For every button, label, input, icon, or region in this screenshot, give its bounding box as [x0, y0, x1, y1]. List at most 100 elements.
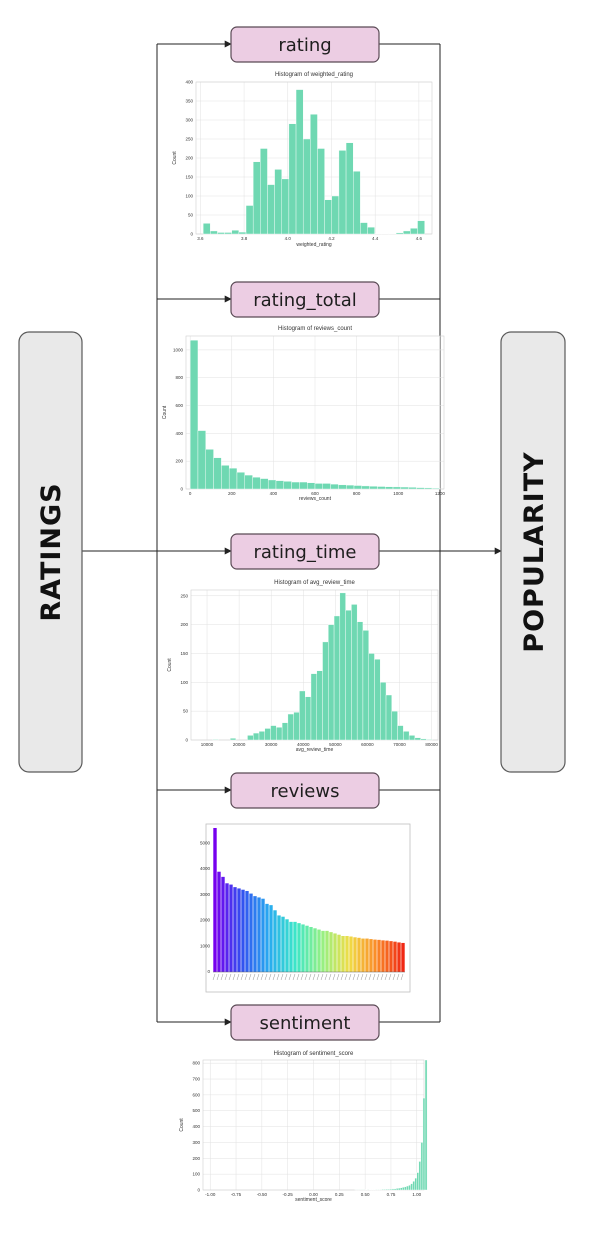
category-tick-label [232, 973, 236, 981]
category-tick-label [228, 973, 232, 981]
x-tick-label: 4.2 [328, 236, 335, 241]
category-tick-label [304, 973, 308, 981]
bar [361, 938, 365, 972]
histogram-bar [412, 1181, 415, 1191]
bar [237, 888, 241, 972]
histogram-bar [414, 737, 421, 741]
y-tick-label: 800 [175, 375, 183, 380]
node-sentiment-label: sentiment [260, 1013, 351, 1034]
histogram-bar [406, 1185, 409, 1191]
category-tick-label [292, 973, 296, 981]
x-tick-label: 0.25 [335, 1192, 344, 1197]
histogram-bar [275, 480, 284, 490]
node-rating-total-label: rating_total [253, 290, 356, 311]
histogram-bar [403, 230, 411, 235]
histogram-bar [400, 486, 409, 490]
histogram-bar [397, 725, 404, 741]
x-tick-label: 70000 [393, 742, 406, 747]
bar [241, 889, 245, 972]
y-tick-label: 800 [192, 1061, 200, 1066]
category-tick-label [372, 973, 376, 981]
x-tick-label: 3.8 [241, 236, 248, 241]
bar [325, 930, 329, 972]
bar [329, 932, 333, 972]
y-axis-label: Count [162, 405, 168, 419]
bar [225, 883, 229, 972]
histogram-bar [360, 222, 368, 235]
histogram-bar [377, 486, 386, 490]
x-tick-label: 1000 [393, 491, 404, 496]
node-rating-label: rating [278, 35, 331, 56]
bar [277, 915, 281, 972]
histogram-bar [400, 1187, 403, 1191]
y-tick-label: 250 [180, 593, 188, 598]
histogram-bar [317, 148, 325, 235]
category-tick-label [384, 973, 388, 981]
y-tick-label: 300 [185, 118, 193, 123]
y-tick-label: 600 [175, 403, 183, 408]
histogram-bar [307, 482, 316, 490]
x-tick-label: 10000 [201, 742, 214, 747]
y-tick-label: 400 [175, 431, 183, 436]
x-tick-label: -0.75 [231, 1192, 242, 1197]
histogram-bar [389, 1188, 393, 1191]
bar [381, 940, 385, 972]
x-tick-label: 60000 [361, 742, 374, 747]
x-tick-label: -0.25 [283, 1192, 294, 1197]
chart-title: Histogram of reviews_count [278, 326, 352, 332]
bar [393, 941, 397, 972]
category-tick-label [320, 973, 324, 981]
category-tick-label [336, 973, 340, 981]
y-tick-label: 200 [175, 459, 183, 464]
category-tick-label [276, 973, 280, 981]
category-tick-label [312, 973, 316, 981]
y-tick-label: 350 [185, 99, 193, 104]
bar [397, 942, 401, 972]
category-tick-label [380, 973, 384, 981]
histogram-bar [408, 1185, 411, 1191]
node-rating-time-label: rating_time [254, 542, 357, 563]
y-tick-label: 50 [188, 213, 194, 218]
histogram-bar [310, 673, 317, 741]
histogram-bar [408, 487, 417, 490]
y-tick-label: 150 [185, 175, 193, 180]
x-tick-label: 400 [270, 491, 278, 496]
histogram-bar [387, 1189, 391, 1191]
bar [385, 940, 389, 972]
histogram-bar [385, 486, 394, 490]
category-tick-label [280, 973, 284, 981]
histogram-bar [258, 731, 265, 741]
popularity-label: POPULARITY [519, 451, 550, 652]
bar [273, 910, 277, 972]
histogram-bar [369, 486, 378, 490]
bar [313, 928, 317, 972]
histogram-bar [283, 481, 292, 490]
category-tick-label [368, 973, 372, 981]
histogram-bar [368, 653, 375, 741]
bar [233, 887, 237, 972]
x-tick-label: 3.6 [197, 236, 204, 241]
bar [357, 937, 361, 972]
category-tick-label [400, 973, 404, 981]
bar [353, 937, 357, 972]
x-tick-label: 40000 [297, 742, 310, 747]
x-tick-label: 4.6 [416, 236, 423, 241]
histogram-bar [316, 670, 323, 741]
x-tick-label: 1200 [435, 491, 446, 496]
y-tick-label: 1000 [200, 943, 211, 948]
bar [321, 930, 325, 972]
histogram-bar [310, 114, 318, 235]
popularity-block: POPULARITY [500, 331, 566, 773]
histogram-bar [205, 449, 214, 490]
histogram-bar [410, 228, 418, 235]
histogram-bar [351, 604, 358, 741]
histogram-bar [331, 195, 340, 235]
category-tick-label [352, 973, 356, 981]
histogram-bar [395, 1188, 399, 1191]
bar [305, 925, 309, 972]
histogram-bar [212, 739, 219, 741]
histogram-bar [299, 690, 306, 741]
histogram-bar [302, 138, 311, 235]
y-tick-label: 0 [207, 969, 210, 974]
x-tick-label: -1.00 [205, 1192, 216, 1197]
